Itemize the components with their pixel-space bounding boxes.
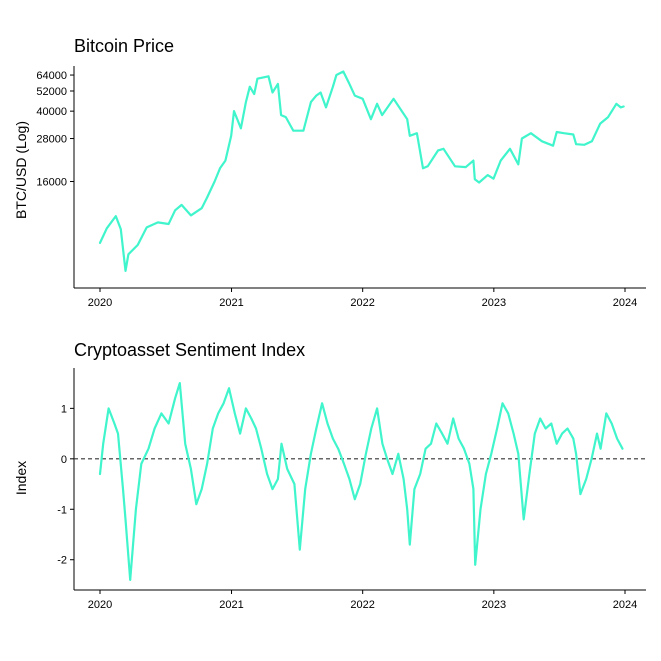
y-tick-label-bitcoin: 28000 (36, 134, 67, 146)
x-tick-label-bitcoin: 2021 (219, 297, 243, 309)
x-tick-label-bitcoin: 2020 (88, 297, 112, 309)
bitcoin-price-line (98, 70, 625, 272)
y-ticks-sentiment: -2 -1 0 1 (57, 403, 74, 567)
x-tick-label-bitcoin: 2023 (482, 297, 506, 309)
y-tick-label-sentiment: -1 (57, 504, 67, 516)
y-tick-label-sentiment: 0 (61, 454, 67, 466)
x-tick-label-sentiment: 2024 (613, 599, 637, 611)
sentiment-index-panel: Cryptoasset Sentiment Index Index -2 -1 0 1… (13, 340, 646, 611)
x-tick-label-sentiment: 2022 (350, 599, 374, 611)
y-tick-label-bitcoin: 52000 (36, 86, 67, 98)
y-tick-label-sentiment: -2 (57, 555, 67, 567)
sentiment-index-line (98, 382, 624, 581)
y-tick-label-bitcoin: 16000 (36, 177, 67, 189)
y-ticks-bitcoin: 16000 28000 40000 52000 64000 (36, 70, 74, 189)
x-ticks-sentiment: 2020 2021 2022 2023 2024 (88, 590, 637, 611)
y-axis-label-sentiment: Index (13, 461, 29, 495)
y-tick-label-sentiment: 1 (61, 403, 67, 415)
chart-title-sentiment: Cryptoasset Sentiment Index (74, 340, 305, 360)
y-tick-label-bitcoin: 64000 (36, 70, 67, 82)
x-ticks-bitcoin: 2020 2021 2022 2023 2024 (88, 288, 637, 309)
x-tick-label-bitcoin: 2024 (613, 297, 637, 309)
x-tick-label-sentiment: 2021 (219, 599, 243, 611)
x-tick-label-sentiment: 2020 (88, 599, 112, 611)
chart-title-bitcoin: Bitcoin Price (74, 36, 174, 56)
bitcoin-price-panel: Bitcoin Price BTC/USD (Log) 16000 28000 40… (13, 36, 646, 309)
y-tick-label-bitcoin: 40000 (36, 106, 67, 118)
x-tick-label-sentiment: 2023 (482, 599, 506, 611)
y-axis-label-bitcoin: BTC/USD (Log) (13, 121, 29, 219)
x-tick-label-bitcoin: 2022 (350, 297, 374, 309)
